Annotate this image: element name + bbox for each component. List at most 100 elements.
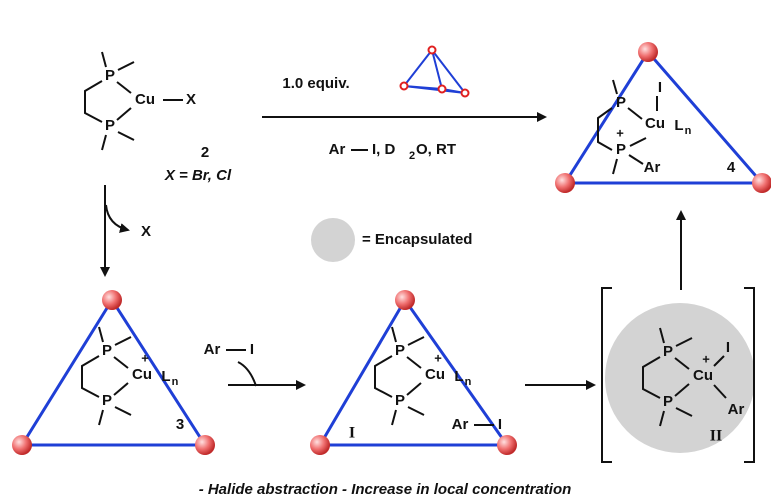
bond (98, 409, 104, 426)
bracket (744, 287, 755, 463)
charge: + (434, 350, 442, 365)
bond (628, 154, 644, 165)
bond (407, 336, 425, 346)
tetrahedron-icon (399, 45, 470, 98)
ligand-subscript: n (172, 376, 179, 388)
released-halide: X (141, 223, 151, 240)
phosphorus: P (663, 343, 673, 360)
bond (116, 81, 132, 94)
aryl: Ar (452, 416, 469, 433)
reagent-i: I (250, 341, 254, 358)
aryl: Ar (644, 159, 661, 176)
bond (101, 134, 107, 151)
conditions: O, RT (416, 141, 456, 158)
bond (391, 409, 397, 426)
copper: Cu (425, 366, 445, 383)
bond (98, 326, 104, 343)
bridge (84, 80, 103, 123)
bond (114, 336, 132, 346)
copper: Cu (693, 367, 713, 384)
caption: - Halide abstraction - Increase in local… (199, 481, 572, 498)
copper: Cu (132, 366, 152, 383)
bond (407, 406, 425, 416)
phosphorus: P (105, 117, 115, 134)
curved-arrow (237, 361, 257, 387)
phosphorus: P (395, 342, 405, 359)
bridge (374, 355, 393, 398)
iodine: I (658, 79, 662, 96)
charge: + (702, 351, 710, 366)
cage-vertex (102, 290, 122, 310)
phosphorus: P (616, 141, 626, 158)
bond (117, 61, 135, 71)
curved-arrow (105, 204, 130, 233)
bridge (642, 356, 661, 399)
ligand-subscript: n (465, 376, 472, 388)
cage-vertex (395, 290, 415, 310)
compound-label: 3 (176, 416, 184, 433)
phosphorus: P (105, 67, 115, 84)
cage (19, 297, 208, 447)
copper: Cu (645, 115, 665, 132)
phosphorus: P (663, 393, 673, 410)
phosphorus: P (102, 342, 112, 359)
reagent: 1.0 equiv. (282, 75, 349, 92)
iodine: I (498, 416, 502, 433)
bond (629, 137, 647, 147)
phosphorus: P (395, 392, 405, 409)
bond (674, 383, 690, 397)
halide-note: X = Br, Cl (164, 167, 232, 184)
bond (113, 356, 129, 369)
cage-vertex (752, 173, 771, 193)
encapsulation (605, 303, 755, 453)
cage-vertex (555, 173, 575, 193)
bond (675, 407, 693, 417)
compound-label: I (349, 425, 355, 442)
bond (406, 382, 422, 396)
bond (101, 51, 107, 68)
legend-circle (311, 218, 355, 262)
iodine: I (726, 339, 730, 356)
bridge (81, 355, 100, 398)
cage (562, 49, 766, 185)
aryl: Ar (728, 401, 745, 418)
phosphorus: P (616, 94, 626, 111)
bond (675, 337, 693, 347)
conditions-sub: 2 (409, 150, 415, 162)
cage-vertex (638, 42, 658, 62)
reagent-ar: Ar (204, 341, 221, 358)
bond (659, 327, 665, 344)
bond (659, 410, 665, 427)
bracket (601, 287, 612, 463)
bond (612, 158, 618, 175)
copper: Cu (135, 91, 155, 108)
bond (114, 406, 132, 416)
bridge (597, 107, 613, 151)
bond (674, 357, 690, 370)
ligand: L (454, 368, 463, 385)
ligand: L (161, 368, 170, 385)
compound-label: 2 (201, 144, 209, 161)
ligand-subscript: n (685, 125, 692, 137)
ligand: L (674, 117, 683, 134)
bond (406, 356, 422, 369)
bond (612, 79, 618, 95)
cage-vertex (497, 435, 517, 455)
bond (116, 107, 132, 121)
cage-vertex (12, 435, 32, 455)
halide-atom: X (186, 91, 196, 108)
bond (117, 131, 135, 141)
conditions: I, D (372, 141, 396, 158)
cage-vertex (310, 435, 330, 455)
compound-label: II (710, 428, 722, 445)
bond (391, 326, 397, 343)
bond (113, 382, 129, 396)
charge: + (616, 125, 624, 140)
bond (713, 355, 725, 367)
legend: = Encapsulated (362, 231, 472, 248)
cage-vertex (195, 435, 215, 455)
conditions-ar: Ar (329, 141, 346, 158)
charge: + (141, 350, 149, 365)
phosphorus: P (102, 392, 112, 409)
